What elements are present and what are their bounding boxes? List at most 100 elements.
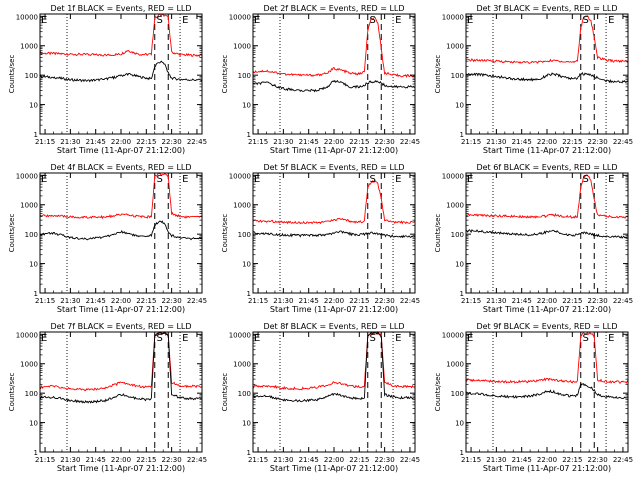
y-tick-label: 10000 [442, 172, 464, 180]
x-tick-label: 22:30 [162, 456, 182, 464]
y-tick-label: 1 [247, 290, 251, 298]
x-tick-label: 22:30 [588, 138, 608, 146]
x-tick-label: 22:00 [537, 297, 557, 305]
y-tick-label: 10000 [229, 331, 251, 339]
x-tick-label: 21:15 [461, 456, 481, 464]
y-tick-label: 1 [247, 131, 251, 139]
y-tick-label: 100 [25, 390, 38, 398]
panel-title: Det 1f BLACK = Events, RED = LLD [50, 4, 191, 13]
y-tick-label: 100 [451, 72, 464, 80]
x-tick-label: 21:30 [273, 138, 293, 146]
y-tick-label: 1000 [446, 202, 464, 210]
x-tick-label: 22:45 [613, 297, 633, 305]
x-tick-label: 21:45 [512, 456, 532, 464]
series-line-lld [252, 16, 416, 78]
x-tick-label: 21:30 [486, 297, 506, 305]
panel-det-3: Det 3f BLACK = Events, RED = LLD 1 10 100 10… [434, 4, 633, 155]
panel-title: Det 8f BLACK = Events, RED = LLD [263, 322, 404, 331]
series-line-events [39, 220, 203, 241]
series-line-lld [252, 179, 416, 225]
marker-e-start: E [254, 174, 260, 185]
x-tick-label: 21:45 [512, 138, 532, 146]
x-tick-label: 22:45 [400, 138, 420, 146]
y-tick-label: 100 [238, 390, 251, 398]
marker-e-end: E [395, 174, 401, 185]
x-tick-label: 21:15 [35, 297, 55, 305]
marker-e-start: E [41, 15, 47, 26]
series-line-lld [466, 15, 629, 65]
x-tick-label: 22:45 [613, 456, 633, 464]
x-tick-label: 22:15 [562, 297, 582, 305]
y-tick-label: 100 [25, 231, 38, 239]
panel-det-5: Det 5f BLACK = Events, RED = LLD 1 10 100 10… [221, 163, 420, 314]
y-tick-label: 1000 [20, 361, 38, 369]
marker-s: S [370, 333, 376, 344]
x-tick-label: 21:45 [512, 297, 532, 305]
x-tick-label: 21:45 [299, 138, 319, 146]
y-tick-label: 10000 [229, 172, 251, 180]
y-tick-label: 1000 [446, 43, 464, 51]
x-tick-label: 22:15 [562, 456, 582, 464]
panel-title: Det 3f BLACK = Events, RED = LLD [476, 4, 617, 13]
panel-det-7: Det 7f BLACK = Events, RED = LLD 1 10 100 10… [8, 322, 207, 473]
x-tick-label: 21:30 [486, 138, 506, 146]
y-tick-label: 10 [242, 261, 251, 269]
y-tick-label: 1000 [233, 361, 251, 369]
y-tick-label: 10000 [16, 13, 38, 21]
series-line-events [252, 79, 416, 93]
marker-e-start: E [467, 15, 473, 26]
marker-s: S [157, 15, 163, 26]
y-tick-label: 1000 [20, 202, 38, 210]
plot-frame [39, 13, 203, 135]
x-tick-label: 22:00 [111, 138, 131, 146]
y-tick-label: 10 [242, 102, 251, 110]
y-tick-label: 1 [34, 449, 38, 457]
x-tick-label: 22:00 [324, 138, 344, 146]
x-tick-label: 22:45 [187, 456, 207, 464]
y-tick-label: 100 [238, 72, 251, 80]
y-axis-label: Counts/sec [8, 55, 16, 94]
y-tick-label: 1 [460, 290, 464, 298]
plot-frame [39, 172, 203, 294]
x-tick-label: 21:30 [273, 297, 293, 305]
x-tick-label: 22:00 [324, 456, 344, 464]
y-tick-label: 10 [29, 420, 38, 428]
x-tick-label: 22:30 [162, 297, 182, 305]
x-tick-label: 21:15 [35, 456, 55, 464]
series-line-lld [39, 331, 203, 392]
x-axis-label: Start Time (11-Apr-07 21:12:00) [57, 146, 185, 155]
marker-e-start: E [254, 333, 260, 344]
y-tick-label: 10000 [442, 331, 464, 339]
marker-e-end: E [182, 333, 188, 344]
series-line-events [39, 60, 203, 83]
y-axis-label: Counts/sec [221, 55, 229, 94]
marker-e-start: E [254, 15, 260, 26]
x-tick-label: 22:15 [349, 138, 369, 146]
x-tick-label: 21:15 [248, 456, 268, 464]
y-axis-label: Counts/sec [434, 373, 442, 412]
y-tick-label: 10 [29, 261, 38, 269]
x-axis-label: Start Time (11-Apr-07 21:12:00) [57, 464, 185, 473]
marker-e-end: E [608, 174, 614, 185]
y-tick-label: 10 [455, 261, 464, 269]
x-tick-label: 22:45 [187, 297, 207, 305]
x-tick-label: 22:30 [162, 138, 182, 146]
x-tick-label: 22:45 [613, 138, 633, 146]
x-tick-label: 22:30 [375, 456, 395, 464]
x-tick-label: 22:30 [588, 456, 608, 464]
y-tick-label: 10000 [229, 13, 251, 21]
panel-title: Det 9f BLACK = Events, RED = LLD [476, 322, 617, 331]
marker-e-start: E [41, 333, 47, 344]
x-tick-label: 22:30 [375, 297, 395, 305]
plot-frame [465, 13, 629, 135]
y-axis-label: Counts/sec [221, 373, 229, 412]
x-tick-label: 21:30 [273, 456, 293, 464]
y-axis-label: Counts/sec [8, 373, 16, 412]
x-tick-label: 22:15 [136, 456, 156, 464]
series-line-events [465, 381, 628, 400]
marker-s: S [583, 174, 589, 185]
y-tick-label: 1 [34, 290, 38, 298]
plot-frame [39, 331, 203, 453]
x-tick-label: 21:45 [86, 297, 106, 305]
y-tick-label: 100 [451, 231, 464, 239]
